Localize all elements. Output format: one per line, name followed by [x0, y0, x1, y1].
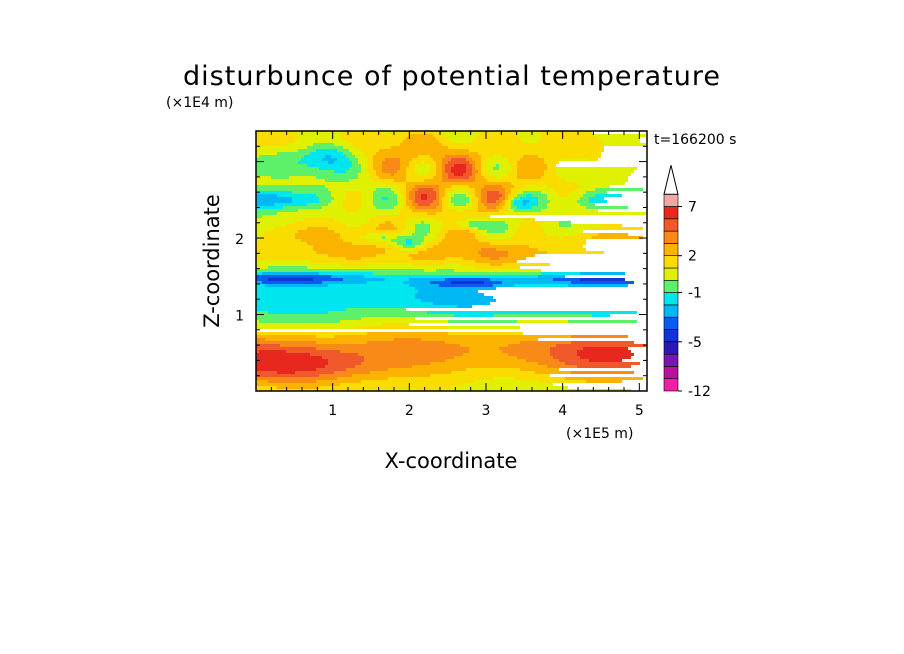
colorbar-box [663, 292, 679, 306]
colorbar-box [663, 304, 679, 318]
x-tick-label: 4 [558, 403, 567, 419]
colorbar-box [663, 378, 679, 392]
x-tick-label: 3 [482, 403, 491, 419]
x-tick-label: 1 [328, 403, 337, 419]
x-tick-labels: 1 2 3 4 5 [328, 403, 644, 419]
colorbar: -12-5-127 [663, 165, 711, 400]
colorbar-box [663, 316, 679, 330]
x-axis-label: X-coordinate [385, 449, 518, 473]
contour-field [256, 131, 646, 391]
colorbar-box [663, 353, 679, 367]
y-tick-label: 2 [235, 232, 244, 248]
colorbar-box [663, 193, 679, 207]
colorbar-tick-label: -5 [688, 335, 702, 351]
colorbar-tick-label: -12 [688, 384, 711, 400]
colorbar-extend-arrow [663, 165, 679, 195]
chart-title: disturbunce of potential temperature [183, 61, 721, 92]
time-label: t=166200 s [654, 132, 736, 148]
colorbar-box [663, 267, 679, 281]
colorbar-box [663, 366, 679, 379]
y-tick-label: 1 [235, 309, 244, 325]
x-tick-label: 5 [635, 403, 644, 419]
colorbar-box [663, 279, 679, 293]
plot-frame [255, 130, 648, 392]
colorbar-tick-label: 2 [688, 249, 697, 265]
colorbar-box [663, 255, 679, 269]
colorbar-box [663, 341, 679, 355]
colorbar-box [663, 230, 679, 244]
y-unit-label: (×1E4 m) [166, 95, 233, 111]
x-tick-label: 2 [405, 403, 414, 419]
colorbar-tick-label: 7 [688, 200, 697, 216]
colorbar-box [663, 329, 679, 343]
colorbar-box [663, 218, 679, 232]
colorbar-box [663, 243, 679, 256]
y-axis-label: Z-coordinate [200, 194, 224, 328]
colorbar-box [663, 206, 679, 220]
axis-ticks [256, 131, 647, 391]
x-unit-label: (×1E5 m) [566, 426, 633, 442]
colorbar-tick-label: -1 [688, 286, 702, 302]
y-tick-labels: 12 [235, 232, 244, 324]
